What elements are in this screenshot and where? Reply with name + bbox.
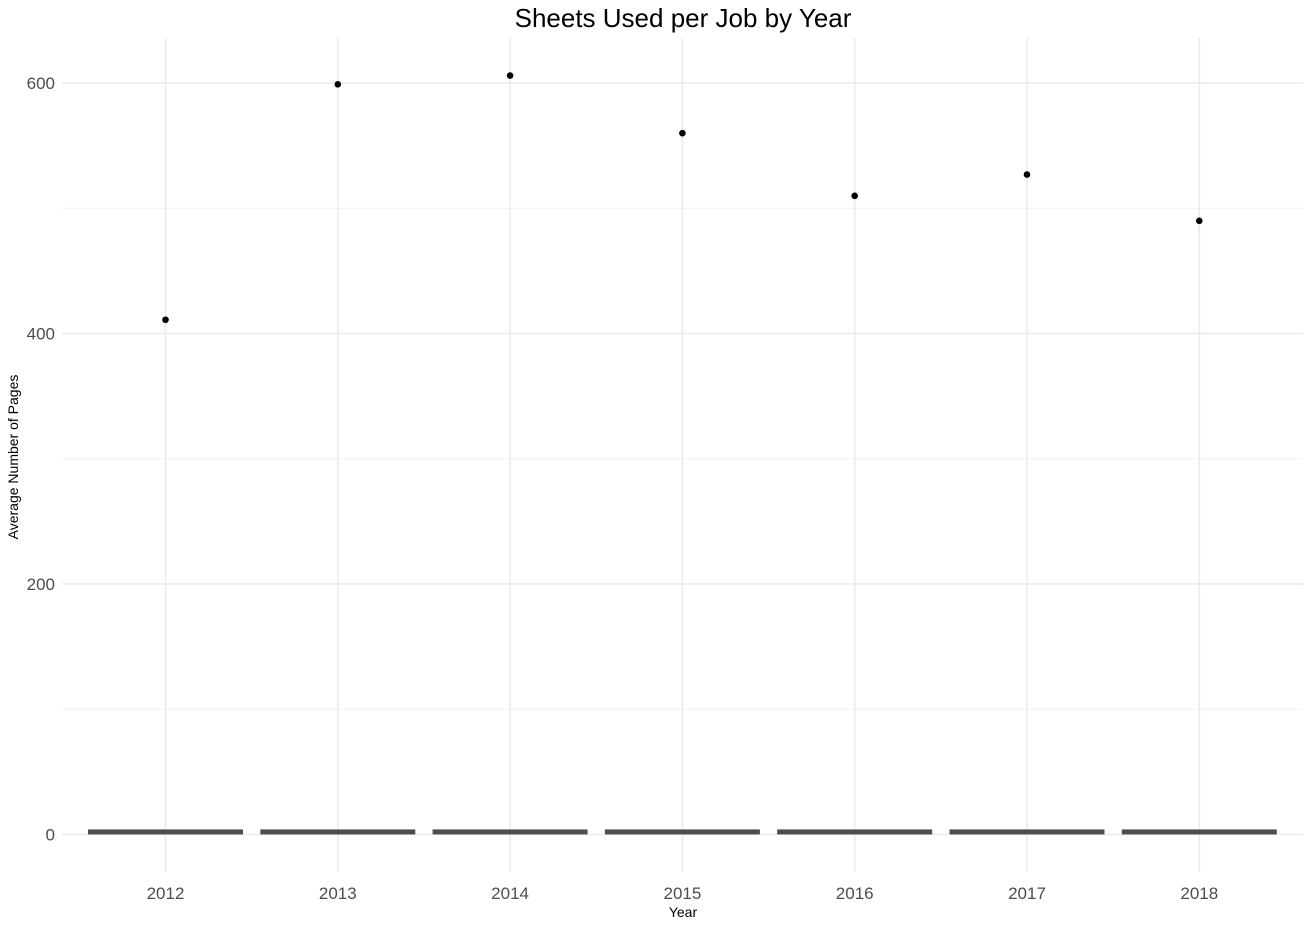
bars-layer: [88, 829, 1277, 835]
data-point: [1196, 217, 1203, 225]
x-tick-label: 2014: [491, 884, 529, 903]
bar: [432, 829, 588, 835]
chart-title: Sheets Used per Job by Year: [515, 3, 852, 33]
bar: [777, 829, 933, 835]
data-point: [1023, 171, 1031, 178]
data-point: [851, 192, 858, 200]
data-point: [506, 72, 514, 79]
y-tick-label: 0: [46, 825, 55, 844]
y-axis-title: Average Number of Pages: [5, 375, 21, 540]
x-tick-label: 2016: [836, 884, 874, 903]
x-tick-label: 2015: [663, 884, 701, 903]
bar: [949, 829, 1105, 835]
data-point: [162, 316, 169, 324]
x-tick-label: 2012: [147, 884, 185, 903]
x-tick-label: 2017: [1008, 884, 1046, 903]
x-tick-label: 2018: [1180, 884, 1218, 903]
x-tick-label: 2013: [319, 884, 357, 903]
bar: [88, 829, 243, 835]
bar: [260, 829, 416, 835]
bar: [1121, 829, 1277, 835]
grid-layer: [62, 38, 1303, 872]
data-point: [334, 81, 342, 88]
y-tick-label: 600: [27, 74, 55, 93]
labels-layer: 0 200 400 600 2012 2013 2014 2015 2016 2017 2018: [27, 74, 1219, 903]
x-axis-title: Year: [669, 904, 698, 920]
bar: [604, 829, 760, 835]
points-layer: [162, 72, 1203, 324]
y-tick-label: 400: [27, 325, 55, 344]
data-point: [679, 129, 686, 137]
y-tick-label: 200: [27, 575, 55, 594]
